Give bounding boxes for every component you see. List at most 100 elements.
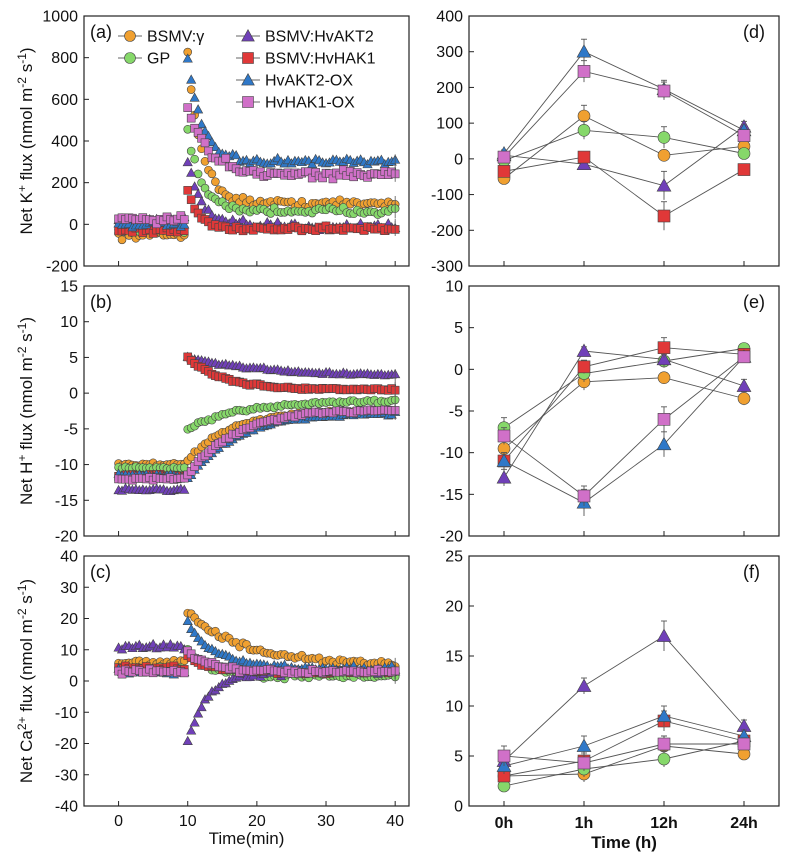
legend-entry-bsmv: BSMV:γ bbox=[118, 29, 204, 46]
data-point bbox=[203, 204, 214, 214]
data-point bbox=[657, 84, 671, 98]
legend-label: BSMV:γ bbox=[147, 29, 204, 46]
series-gp bbox=[497, 120, 751, 167]
data-point bbox=[117, 235, 127, 245]
data-point bbox=[497, 150, 511, 164]
data-point bbox=[737, 350, 751, 364]
data-point bbox=[189, 717, 200, 727]
y-tick-label: -30 bbox=[55, 767, 78, 784]
legend-label: BSMV:HvAKT2 bbox=[265, 29, 374, 46]
data-point bbox=[657, 148, 671, 162]
data-point bbox=[186, 113, 196, 123]
x-axis-label: Time (h) bbox=[591, 833, 657, 852]
data-point bbox=[737, 147, 751, 160]
y-tick-label: 5 bbox=[69, 350, 78, 367]
y-tick-label: -10 bbox=[55, 457, 78, 474]
x-axis-label: Time(min) bbox=[209, 829, 285, 848]
y-tick-label: -20 bbox=[440, 529, 463, 546]
y-tick-label: 100 bbox=[436, 116, 463, 133]
data-point bbox=[497, 429, 511, 443]
panel-e: -20 -15 -10 -5 0 5 10 (e) bbox=[440, 279, 780, 546]
y-tick-label: -10 bbox=[55, 705, 78, 722]
series-line bbox=[503, 356, 745, 497]
y-tick-label: 40 bbox=[60, 549, 78, 566]
data-point bbox=[496, 470, 512, 484]
series-bsmv-hvhak1 bbox=[497, 710, 751, 783]
series-line bbox=[503, 350, 745, 478]
data-point bbox=[737, 392, 751, 405]
series-hvhak1-ox bbox=[114, 103, 400, 229]
series-line bbox=[503, 745, 745, 777]
series-bsmv bbox=[497, 371, 751, 457]
x-tick-label: 30 bbox=[317, 813, 335, 830]
y-tick-label: 10 bbox=[445, 279, 463, 296]
data-point bbox=[656, 708, 672, 722]
series-hvhak1-ox bbox=[114, 401, 400, 485]
y-tick-label: -300 bbox=[431, 259, 463, 276]
y-tick-label: 200 bbox=[436, 80, 463, 97]
data-point bbox=[182, 615, 193, 625]
data-point bbox=[657, 341, 671, 354]
y-tick-label: 0 bbox=[69, 217, 78, 234]
data-point bbox=[200, 138, 210, 148]
data-point bbox=[656, 436, 672, 451]
data-point bbox=[657, 752, 671, 766]
y-tick-label: 20 bbox=[445, 599, 463, 616]
series-line bbox=[503, 743, 744, 764]
panel-label: (b) bbox=[90, 292, 112, 312]
y-tick-label: 300 bbox=[436, 44, 463, 61]
y-tick-label: -200 bbox=[431, 223, 463, 240]
y-tick-label: 10 bbox=[445, 699, 463, 716]
data-point bbox=[497, 749, 511, 763]
x-tick-label: 24h bbox=[730, 815, 758, 832]
y-tick-label: 10 bbox=[60, 642, 78, 659]
x-tick-label: 40 bbox=[386, 813, 404, 830]
series-hvakt2-ox bbox=[496, 349, 752, 516]
legend-marker bbox=[124, 30, 136, 42]
series-line bbox=[503, 126, 745, 187]
series-bsmv bbox=[497, 104, 751, 185]
legend-label: GP bbox=[147, 51, 170, 68]
y-axis-label: Net Ca2+ flux (nmol m-2 s-1) bbox=[15, 579, 36, 783]
data-point bbox=[737, 163, 751, 176]
data-point bbox=[577, 150, 591, 164]
data-point bbox=[186, 167, 197, 177]
y-axis-label: Net K+ flux (nmol m-2 s-1) bbox=[15, 47, 36, 234]
series-line bbox=[503, 635, 745, 762]
data-point bbox=[576, 678, 592, 692]
series-hvhak1-ox bbox=[114, 646, 400, 680]
data-point bbox=[196, 196, 207, 206]
panel-d: -300 -200 -100 0 100 200 300 400 (d) bbox=[431, 9, 780, 276]
y-tick-label: -5 bbox=[449, 404, 463, 421]
x-tick-label: 0 bbox=[114, 813, 123, 830]
y-tick-label: -100 bbox=[431, 187, 463, 204]
data-point bbox=[577, 360, 591, 374]
series-bsmv-hvakt2 bbox=[113, 638, 401, 745]
plot-frame bbox=[468, 15, 780, 267]
panel-label: (e) bbox=[743, 292, 765, 312]
data-point bbox=[179, 668, 189, 678]
legend-marker bbox=[241, 29, 255, 42]
y-tick-label: -40 bbox=[55, 799, 78, 816]
data-point bbox=[211, 177, 220, 187]
data-point bbox=[179, 219, 190, 229]
series-hvakt2-ox bbox=[496, 38, 752, 160]
plot-frame bbox=[83, 285, 410, 537]
data-point bbox=[657, 131, 671, 144]
data-point bbox=[192, 104, 204, 114]
data-point bbox=[192, 188, 204, 198]
legend: BSMV:γ GP BSMV:HvAKT2 BSMV:HvHAK1 HvAKT2-OX H… bbox=[118, 29, 376, 112]
y-tick-label: 20 bbox=[60, 611, 78, 628]
data-point bbox=[576, 44, 592, 58]
data-point bbox=[196, 701, 207, 712]
x-tick-label: 20 bbox=[248, 813, 266, 830]
data-point bbox=[183, 186, 193, 195]
legend-entry-hvhak1-ox: HvHAK1-OX bbox=[236, 95, 355, 112]
data-point bbox=[189, 181, 200, 191]
data-point bbox=[186, 725, 197, 735]
data-point bbox=[231, 149, 242, 160]
series-bsmv-hvhak1 bbox=[497, 150, 751, 231]
data-point bbox=[182, 156, 193, 167]
legend-entry-bsmv-hvhak1: BSMV:HvHAK1 bbox=[236, 51, 376, 68]
